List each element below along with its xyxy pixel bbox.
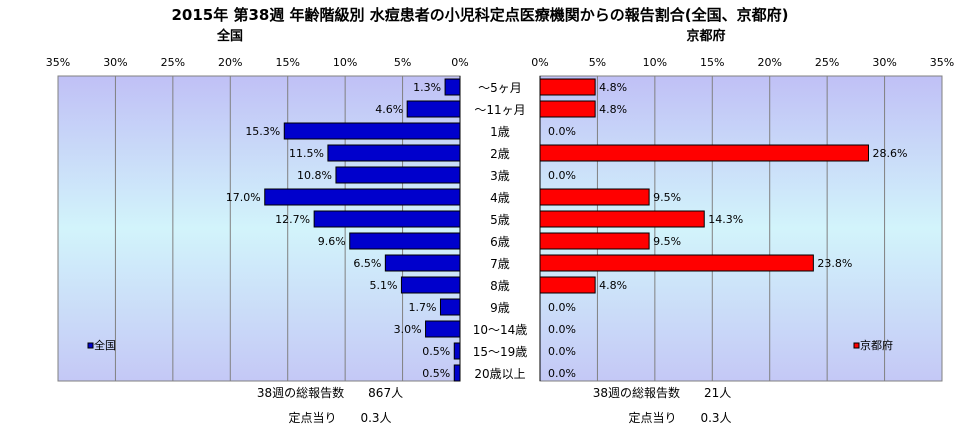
category-label: 2歳 — [490, 147, 510, 161]
right-data-label: 0.0% — [548, 367, 576, 380]
left-bar — [425, 320, 461, 338]
left-data-label: 1.3% — [413, 81, 441, 94]
left-data-label: 15.3% — [245, 125, 280, 138]
left-data-label: 4.6% — [375, 103, 403, 116]
right-bar — [539, 232, 650, 250]
right-data-label: 28.6% — [872, 147, 907, 160]
right-footer-per: 定点当り 0.3人 — [628, 410, 731, 425]
left-data-label: 1.7% — [409, 301, 437, 314]
left-bar — [283, 122, 461, 140]
category-label: ～5ヶ月 — [478, 81, 522, 95]
left-bar — [444, 78, 461, 96]
left-data-label: 11.5% — [289, 147, 324, 160]
right-plot-area — [539, 75, 943, 382]
right-data-label: 14.3% — [708, 213, 743, 226]
right-data-label: 4.8% — [599, 279, 627, 292]
left-tick-label: 20% — [218, 56, 242, 69]
left-data-label: 0.5% — [422, 367, 450, 380]
left-footer-per: 定点当り 0.3人 — [288, 410, 391, 425]
left-tick-label: 5% — [394, 56, 411, 69]
chart-title: 2015年 第38週 年齢階級別 水痘患者の小児科定点医療機関からの報告割合(全… — [171, 6, 788, 24]
left-legend-label: 全国 — [94, 338, 116, 352]
right-legend-label: 京都府 — [860, 338, 893, 352]
right-plot: 0% 5% 10% 15% 20% 25% 30% 35% 4.8% 4.8% 0.0% 28.6% 0… — [531, 56, 954, 382]
left-tick-label: 15% — [275, 56, 299, 69]
left-bar — [453, 364, 461, 382]
left-tick-label: 10% — [333, 56, 357, 69]
category-labels: ～5ヶ月 ～11ヶ月 1歳 2歳 3歳 4歳 5歳 6歳 7歳 8歳 9歳 10～14歳 15～19歳 2… — [473, 81, 528, 381]
category-label: 20歳以上 — [474, 367, 525, 381]
right-data-label: 0.0% — [548, 301, 576, 314]
right-footer-reports: 38週の総報告数 21人 — [593, 385, 732, 400]
right-tick-label: 15% — [700, 56, 724, 69]
right-bar — [539, 210, 705, 228]
left-panel-title: 全国 — [216, 28, 243, 44]
right-data-label: 0.0% — [548, 345, 576, 358]
left-data-label: 5.1% — [369, 279, 397, 292]
right-bar — [539, 78, 596, 96]
category-label: 10～14歳 — [473, 323, 528, 337]
left-bar — [264, 188, 461, 206]
left-plot: 35% 30% 25% 20% 15% 10% 5% 0% 1.3% 4.6% 15.3% 11.5%… — [46, 56, 469, 382]
right-data-label: 0.0% — [548, 125, 576, 138]
right-tick-label: 35% — [930, 56, 954, 69]
left-tick-label: 0% — [451, 56, 468, 69]
right-tick-label: 30% — [872, 56, 896, 69]
left-data-label: 12.7% — [275, 213, 310, 226]
right-tick-label: 5% — [589, 56, 606, 69]
category-label: 5歳 — [490, 213, 510, 227]
category-label: 15～19歳 — [473, 345, 528, 359]
right-tick-label: 20% — [757, 56, 781, 69]
category-label: 9歳 — [490, 301, 510, 315]
left-data-label: 10.8% — [297, 169, 332, 182]
left-bar — [406, 100, 461, 118]
left-data-label: 6.5% — [353, 257, 381, 270]
right-data-label: 23.8% — [817, 257, 852, 270]
right-tick-label: 25% — [815, 56, 839, 69]
left-bar — [327, 144, 461, 162]
right-data-label: 9.5% — [653, 235, 681, 248]
left-bar — [313, 210, 461, 228]
right-bar — [539, 100, 596, 118]
category-label: 6歳 — [490, 235, 510, 249]
left-bar — [335, 166, 461, 184]
left-footer-reports: 38週の総報告数 867人 — [257, 385, 403, 400]
category-label: 3歳 — [490, 169, 510, 183]
right-legend-swatch — [853, 342, 860, 349]
right-bar — [539, 276, 596, 294]
left-bar — [439, 298, 461, 316]
left-legend-swatch — [87, 342, 94, 349]
left-bar — [400, 276, 461, 294]
right-data-label: 4.8% — [599, 81, 627, 94]
left-tick-label: 25% — [161, 56, 185, 69]
left-data-label: 9.6% — [318, 235, 346, 248]
right-data-label: 4.8% — [599, 103, 627, 116]
right-panel-title: 京都府 — [686, 28, 725, 44]
left-data-label: 17.0% — [226, 191, 261, 204]
right-data-label: 9.5% — [653, 191, 681, 204]
left-tick-label: 30% — [103, 56, 127, 69]
left-data-label: 0.5% — [422, 345, 450, 358]
right-data-label: 0.0% — [548, 323, 576, 336]
left-bar — [453, 342, 461, 360]
left-bar — [384, 254, 461, 272]
category-label: ～11ヶ月 — [474, 103, 525, 117]
right-bar — [539, 144, 869, 162]
right-tick-label: 0% — [531, 56, 548, 69]
category-label: 4歳 — [490, 191, 510, 205]
right-data-label: 0.0% — [548, 169, 576, 182]
category-label: 7歳 — [490, 257, 510, 271]
right-bar — [539, 188, 650, 206]
category-label: 1歳 — [490, 125, 510, 139]
left-bar — [349, 232, 461, 250]
left-data-label: 3.0% — [394, 323, 422, 336]
left-tick-label: 35% — [46, 56, 70, 69]
category-label: 8歳 — [490, 279, 510, 293]
right-tick-label: 10% — [643, 56, 667, 69]
right-bar — [539, 254, 814, 272]
